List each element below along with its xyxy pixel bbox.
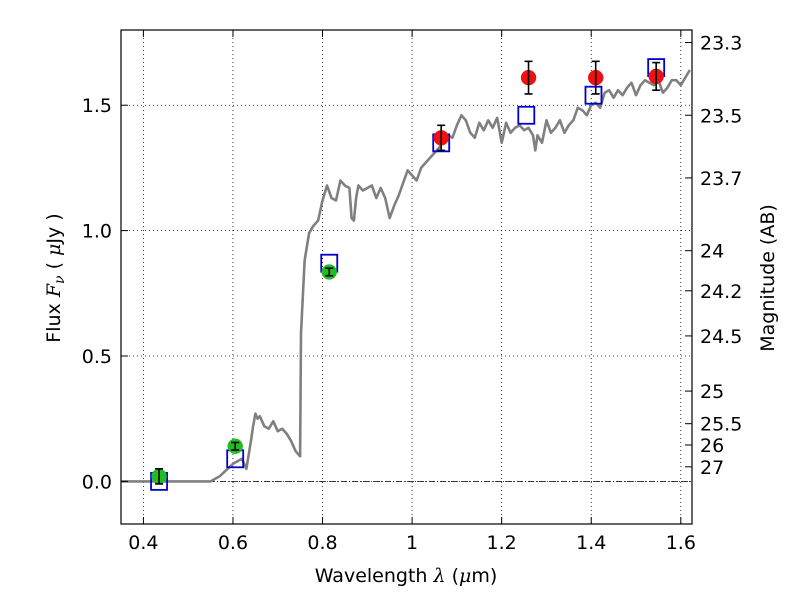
photometry-points	[151, 60, 664, 485]
y-axis-label: Flux Fν ( μJy )	[43, 213, 68, 342]
x-tick-label: 0.8	[307, 532, 337, 554]
model-flux-box	[584, 85, 603, 105]
axis-ticks	[121, 30, 692, 524]
x-tick-labels: 0.4 0.6 0.8 1 1.2 1.4 1.6	[128, 532, 696, 554]
y-tick-label: 0.0	[82, 471, 112, 493]
y-axis-right-label: Magnitude (AB)	[757, 204, 779, 352]
y-tick-label: 0.5	[82, 346, 112, 368]
y-tick-labels: 0.0 0.5 1.0 1.5	[82, 95, 112, 493]
magnitude-tick-label: 26	[700, 435, 724, 457]
magnitude-tick-label: 24.5	[700, 326, 742, 348]
magnitude-tick-label: 25.5	[700, 414, 742, 436]
sed-model-line	[121, 69, 691, 483]
magnitude-tick-label: 23.3	[700, 33, 742, 55]
model-boxes	[150, 58, 666, 491]
y-tick-label: 1.5	[82, 95, 112, 117]
x-tick-label: 0.6	[218, 532, 248, 554]
x-tick-label: 1.6	[666, 532, 696, 554]
magnitude-tick-label: 27	[700, 457, 724, 479]
magnitude-tick-label: 25	[700, 381, 724, 403]
magnitude-tick-label: 23.7	[700, 168, 742, 190]
x-tick-label: 1	[406, 532, 418, 554]
plot-frame	[120, 29, 693, 525]
x-axis-label: Wavelength λ (μm)	[315, 565, 498, 587]
grid	[121, 30, 692, 524]
y-tick-label: 1.0	[82, 221, 112, 243]
magnitude-tick-label: 24	[700, 241, 724, 263]
magnitude-tick-label: 24.2	[700, 281, 742, 303]
x-tick-label: 0.4	[128, 532, 158, 554]
x-tick-label: 1.2	[487, 532, 517, 554]
x-tick-label: 1.4	[576, 532, 606, 554]
magnitude-tick-label: 23.5	[700, 105, 742, 127]
model-flux-box	[517, 105, 536, 125]
